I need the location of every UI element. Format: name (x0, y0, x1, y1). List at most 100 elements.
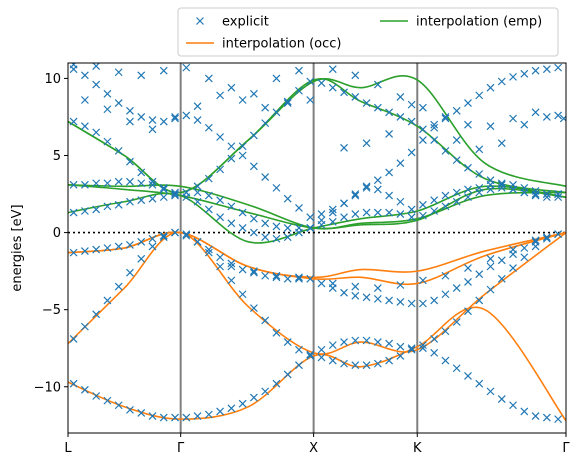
y-tick-label: −5 (42, 303, 61, 318)
explicit-point (396, 92, 405, 101)
explicit-point (328, 205, 337, 214)
explicit-point (452, 106, 461, 115)
explicit-point (216, 213, 225, 222)
explicit-point (452, 188, 461, 197)
explicit-point (103, 244, 112, 252)
explicit-point (80, 180, 89, 189)
explicit-point (475, 170, 484, 178)
explicit-point (295, 274, 303, 283)
explicit-point (373, 338, 382, 346)
band-line (68, 75, 566, 194)
explicit-point (520, 244, 529, 252)
explicit-point (148, 234, 157, 243)
explicit-point (351, 291, 360, 300)
explicit-point (441, 113, 450, 121)
explicit-point (182, 111, 191, 120)
explicit-point (227, 276, 236, 285)
x-tick-label: Γ (177, 441, 185, 456)
explicit-point (148, 125, 157, 134)
explicit-point (238, 208, 247, 217)
explicit-point (531, 187, 540, 195)
explicit-point (283, 274, 292, 283)
explicit-point (272, 273, 281, 282)
explicit-point (418, 211, 427, 220)
explicit-point (373, 176, 382, 185)
explicit-point (317, 210, 326, 219)
explicit-point (238, 290, 247, 299)
explicit-point (418, 103, 427, 112)
explicit-point (159, 233, 168, 242)
explicit-point (182, 63, 191, 72)
explicit-point (306, 350, 315, 359)
explicit-point (328, 356, 337, 365)
explicit-point (261, 119, 270, 128)
explicit-point (464, 120, 472, 129)
explicit-point (137, 196, 146, 205)
explicit-point (351, 336, 360, 345)
x-tick-label: X (309, 441, 318, 456)
explicit-point (92, 310, 101, 319)
explicit-point (531, 236, 540, 245)
explicit-point (92, 63, 101, 71)
explicit-point (306, 274, 315, 283)
explicit-point (362, 208, 371, 217)
explicit-point (227, 259, 236, 268)
explicit-point (418, 276, 427, 285)
plot-frame (67, 62, 567, 434)
explicit-point (396, 197, 405, 206)
explicit-point (80, 96, 89, 104)
explicit-point (80, 322, 89, 331)
explicit-point (69, 180, 78, 189)
explicit-point (227, 262, 236, 271)
explicit-point (249, 131, 258, 140)
explicit-point (92, 80, 101, 89)
explicit-point (148, 194, 157, 203)
explicit-point (171, 114, 179, 123)
explicit-point (430, 136, 439, 145)
explicit-point (103, 396, 112, 405)
explicit-point (69, 208, 78, 217)
explicit-point (249, 267, 258, 276)
explicit-point (148, 242, 157, 251)
explicit-point (92, 392, 101, 400)
explicit-point (554, 230, 563, 239)
explicit-point (340, 88, 348, 97)
y-tick-label: −10 (34, 380, 61, 395)
explicit-point (92, 205, 101, 214)
explicit-point (182, 188, 191, 197)
explicit-point (249, 162, 258, 171)
explicit-point (114, 99, 123, 108)
explicit-point (340, 288, 348, 297)
explicit-point (418, 341, 427, 350)
explicit-point (261, 316, 270, 325)
explicit-point (385, 208, 394, 217)
explicit-point (396, 159, 405, 168)
explicit-point (554, 193, 563, 202)
explicit-point (531, 190, 540, 198)
explicit-point (159, 413, 168, 422)
explicit-point (283, 233, 292, 242)
explicit-point (452, 318, 461, 326)
explicit-point (249, 214, 258, 223)
explicit-point (520, 69, 529, 78)
explicit-point (407, 205, 416, 214)
explicit-point (430, 348, 439, 357)
explicit-point (249, 393, 258, 402)
explicit-point (351, 282, 360, 291)
explicit-point (542, 190, 551, 198)
explicit-point (430, 120, 439, 129)
legend-frame (177, 7, 559, 57)
explicit-point (340, 338, 348, 346)
explicit-point (362, 182, 371, 191)
explicit-point (340, 199, 348, 208)
explicit-point (193, 237, 202, 246)
explicit-point (441, 202, 450, 211)
explicit-point (407, 344, 416, 353)
explicit-point (396, 298, 405, 306)
explicit-point (159, 193, 168, 202)
explicit-point (261, 387, 270, 396)
explicit-point (306, 77, 315, 86)
explicit-point (80, 71, 89, 80)
explicit-point (542, 65, 551, 74)
